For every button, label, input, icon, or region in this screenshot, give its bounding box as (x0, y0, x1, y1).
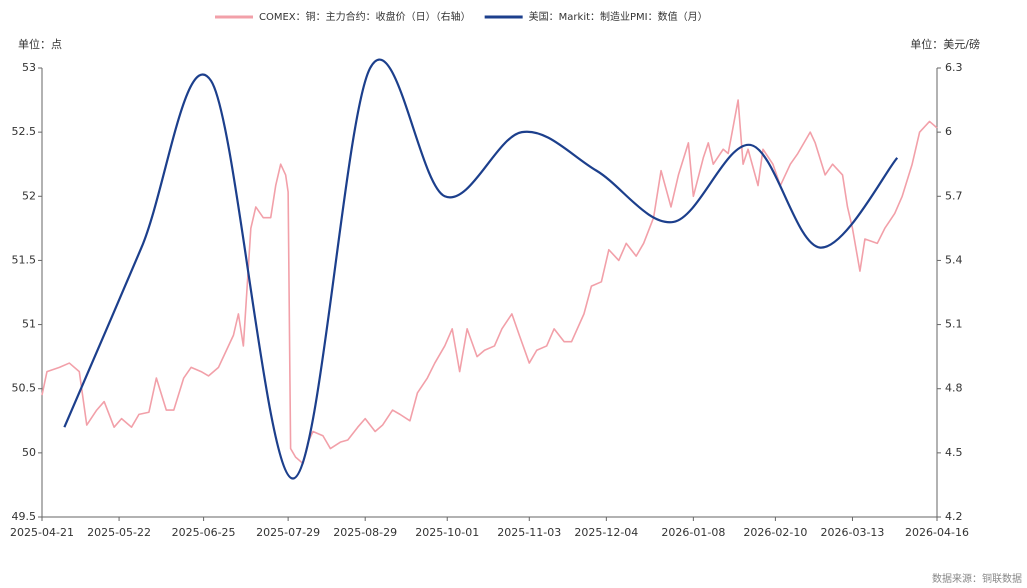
y2-tick-label: 5.4 (945, 253, 963, 266)
y-tick-label: 53 (22, 61, 36, 74)
x-tick-label: 2026-01-08 (661, 526, 725, 539)
x-tick-label: 2025-08-29 (333, 526, 397, 539)
y-tick-label: 51 (22, 318, 36, 331)
y2-tick-label: 4.5 (945, 446, 963, 459)
y-tick-label: 50.5 (12, 382, 37, 395)
legend: COMEX：铜：主力合约：收盘价（日）（右轴） 美国：Markit：制造业PMI：… (215, 10, 708, 23)
y-tick-label: 52.5 (12, 125, 37, 138)
x-tick-label: 2025-10-01 (415, 526, 479, 539)
y-tick-label: 50 (22, 446, 36, 459)
y2-unit-label: 单位：美元/磅 (910, 37, 980, 51)
legend-label: 美国：Markit：制造业PMI：数值（月） (529, 10, 708, 23)
legend-label: COMEX：铜：主力合约：收盘价（日）（右轴） (259, 10, 471, 23)
y2-tick-label: 5.7 (945, 189, 963, 202)
x-tick-label: 2026-03-13 (821, 526, 885, 539)
y2-tick-label: 6 (945, 125, 952, 138)
source: 数据来源：铜联数据 (932, 572, 1022, 585)
x-tick-label: 2025-05-22 (87, 526, 151, 539)
x-tick-label: 2025-06-25 (172, 526, 236, 539)
y-tick-label: 51.5 (12, 253, 37, 266)
x-tick-label: 2025-12-04 (574, 526, 638, 539)
x-tick-label: 2025-11-03 (497, 526, 561, 539)
x-tick-label: 2026-02-10 (743, 526, 807, 539)
x-tick-label: 2025-07-29 (256, 526, 320, 539)
y-tick-label: 52 (22, 189, 36, 202)
y2-tick-label: 4.8 (945, 382, 963, 395)
y2-tick-label: 4.2 (945, 510, 963, 523)
y-tick-label: 49.5 (12, 510, 37, 523)
y2-tick-label: 5.1 (945, 318, 963, 331)
x-tick-label: 2025-04-21 (10, 526, 74, 539)
series-line (63, 58, 899, 480)
y2-tick-label: 6.3 (945, 61, 963, 74)
series-line (41, 99, 938, 465)
x-tick-label: 2026-04-16 (905, 526, 969, 539)
y-unit-label: 单位：点 (18, 37, 62, 51)
